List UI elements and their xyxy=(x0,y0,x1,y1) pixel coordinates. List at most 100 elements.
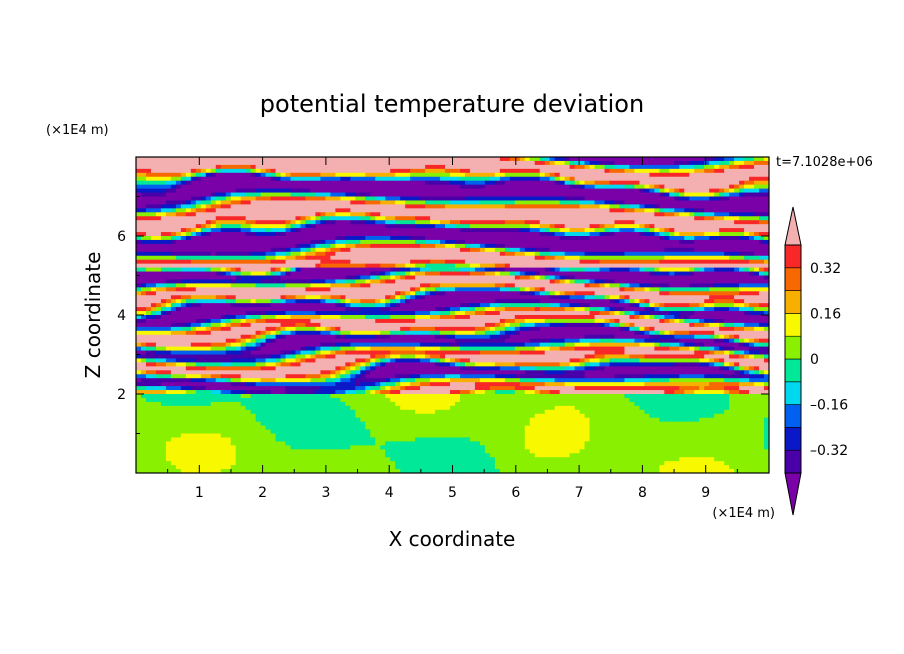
contour-cell xyxy=(499,334,511,340)
contour-cell xyxy=(200,168,207,174)
contour-cell xyxy=(589,232,601,237)
contour-cell xyxy=(395,291,401,296)
contour-cell xyxy=(544,275,551,281)
colorbar-band xyxy=(784,244,802,269)
contour-cell xyxy=(694,342,705,348)
contour-cell xyxy=(195,326,207,332)
contour-cell xyxy=(649,413,715,419)
contour-cell xyxy=(689,196,710,202)
contour-cell xyxy=(320,176,341,182)
contour-cell xyxy=(589,429,765,435)
contour-cell xyxy=(330,326,336,332)
contour-cell xyxy=(155,346,167,352)
contour-cell xyxy=(469,168,501,174)
contour-cell xyxy=(145,291,157,296)
contour-cell xyxy=(494,307,506,312)
contour-cell xyxy=(375,437,416,442)
contour-cell xyxy=(694,334,710,340)
contour-cell xyxy=(644,204,655,209)
contour-cell xyxy=(325,378,336,383)
contour-cell xyxy=(734,220,760,225)
contour-cell xyxy=(380,263,396,269)
contour-cell xyxy=(220,204,232,209)
contour-cell xyxy=(689,172,769,178)
contour-cell xyxy=(250,168,257,174)
contour-cell xyxy=(136,322,172,328)
contour-cell xyxy=(385,295,391,300)
contour-cell xyxy=(524,220,541,225)
contour-cell xyxy=(265,271,272,277)
contour-cell xyxy=(345,295,386,300)
contour-cell xyxy=(365,374,396,379)
contour-cell xyxy=(300,216,307,221)
colorbar-band xyxy=(784,404,802,428)
contour-cell xyxy=(360,307,381,312)
contour-cell xyxy=(210,224,217,229)
contour-cell xyxy=(454,401,636,407)
contour-cell xyxy=(445,204,506,209)
contour-cell xyxy=(390,334,436,340)
contour-cell xyxy=(400,295,406,300)
contour-cell xyxy=(400,354,416,360)
contour-cell xyxy=(165,307,172,312)
contour-cell xyxy=(739,287,769,292)
contour-cell xyxy=(624,307,645,312)
contour-cell xyxy=(200,172,207,178)
contour-cell xyxy=(524,425,591,431)
contour-cell xyxy=(579,200,596,205)
contour-cell xyxy=(350,208,611,213)
contour-cell xyxy=(165,441,232,446)
contour-cell xyxy=(589,307,601,312)
contour-cell xyxy=(759,216,769,221)
contour-cell xyxy=(150,287,157,292)
contour-cell xyxy=(554,405,576,411)
contour-cell xyxy=(669,168,695,174)
contour-cell xyxy=(554,157,566,162)
contour-cell xyxy=(654,326,720,332)
contour-cell xyxy=(654,346,670,352)
contour-cell xyxy=(405,386,421,391)
contour-cell xyxy=(644,326,650,332)
contour-cell xyxy=(265,334,272,340)
contour-cell xyxy=(136,259,192,265)
contour-cell xyxy=(445,259,466,265)
contour-cell xyxy=(145,342,157,348)
contour-cell xyxy=(136,180,167,186)
contour-cell xyxy=(230,204,406,209)
contour-cell xyxy=(544,291,551,296)
contour-cell xyxy=(380,445,486,450)
contour-cell xyxy=(714,338,725,344)
contour-cell xyxy=(584,283,591,288)
contour-cell xyxy=(385,453,491,458)
contour-cell xyxy=(539,271,650,277)
contour-cell xyxy=(375,382,381,387)
contour-cell xyxy=(136,247,272,253)
contour-cell xyxy=(250,322,282,328)
contour-cell xyxy=(270,390,287,395)
contour-cell xyxy=(679,188,685,194)
contour-cell xyxy=(609,322,616,328)
contour-cell xyxy=(355,275,361,281)
contour-cell xyxy=(155,370,172,375)
contour-cell xyxy=(415,220,431,225)
contour-cell xyxy=(365,425,526,431)
contour-cell xyxy=(425,200,451,205)
contour-cell xyxy=(136,366,187,371)
contour-cell xyxy=(270,429,371,435)
contour-cell xyxy=(136,291,142,296)
contour-cell xyxy=(255,196,272,202)
contour-cell xyxy=(609,283,621,288)
contour-cell xyxy=(155,342,192,348)
contour-cell xyxy=(559,172,650,178)
contour-cell xyxy=(529,228,541,233)
contour-cell xyxy=(724,386,740,391)
contour-cell xyxy=(634,326,641,332)
contour-cell xyxy=(639,224,645,229)
contour-cell xyxy=(385,216,396,221)
contour-cell xyxy=(320,322,486,328)
contour-cell xyxy=(260,338,267,344)
contour-cell xyxy=(694,164,705,170)
contour-cell xyxy=(619,299,626,304)
contour-cell xyxy=(190,326,197,332)
contour-cell xyxy=(136,469,182,473)
